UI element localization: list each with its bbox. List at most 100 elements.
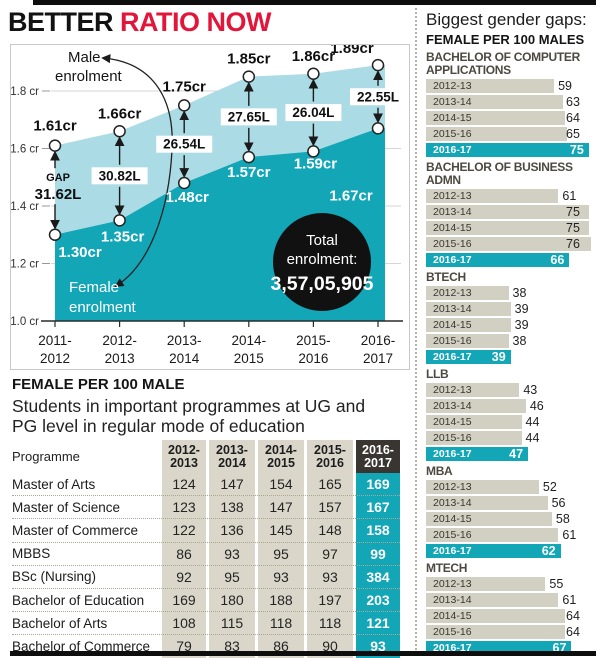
y-tick-label: 1.8 cr <box>11 86 39 98</box>
data-point-marker <box>307 67 320 80</box>
male-value-label: 1.89cr <box>330 45 374 57</box>
bar-year-label: 2014-15 <box>433 610 472 622</box>
programme-name: Bachelor of Education <box>12 592 145 608</box>
bar: 2013-14 <box>426 399 526 413</box>
data-point-marker <box>48 139 62 152</box>
programme-name: BSc (Nursing) <box>12 569 97 585</box>
column-header: Programme <box>12 449 80 464</box>
bar-value: 39 <box>514 302 529 316</box>
bar-value: 39 <box>514 318 529 332</box>
bar-value: 46 <box>529 399 544 413</box>
bar: 2014-15 <box>426 512 552 526</box>
bar-year-label: 2016-17 <box>433 351 472 363</box>
bar-value: 52 <box>542 480 557 494</box>
bar: 2014-15 <box>426 415 522 429</box>
bar-row: 2014-15 44 <box>426 415 596 429</box>
bar-year-label: 2012-13 <box>433 384 472 396</box>
y-tick-label: 1.0 cr <box>11 316 39 328</box>
data-point-marker <box>48 228 62 241</box>
bar-row: 2012-13 59 <box>426 79 596 93</box>
bar-year-label: 2013-14 <box>433 594 472 606</box>
bar-group-heading: LLB <box>426 367 449 381</box>
programme-name: Bachelor of Arts <box>12 615 108 631</box>
x-tick-label: 2015 <box>234 351 264 366</box>
female-value-label: 1.57cr <box>227 164 271 181</box>
x-tick-label: 2013- <box>167 333 202 348</box>
table-cell: 95 <box>273 545 289 562</box>
x-tick-label: 2013 <box>105 351 135 366</box>
bar-row: 2012-13 52 <box>426 480 596 494</box>
table-cell: 93 <box>322 568 338 585</box>
bar-group: BACHELOR OF BUSINESS ADMN 2012-13 61 2013-1… <box>426 161 596 267</box>
data-point-marker <box>113 125 126 138</box>
table-subtitle: Students in important programmes at UG a… <box>12 396 366 436</box>
table-cell: 108 <box>172 615 196 632</box>
bar: 2016-17 66 <box>426 253 570 267</box>
bar-row: 2016-17 47 <box>426 447 596 461</box>
column-header: 2015- 2016 <box>314 442 346 470</box>
table-cell: 97 <box>322 545 338 562</box>
gap-value: 27.65L <box>228 109 270 124</box>
bar-value: 61 <box>562 593 577 607</box>
gap-word: GAP <box>46 172 70 184</box>
gaps-title: Biggest gender gaps: <box>426 10 587 29</box>
bar: 2013-14 <box>426 593 559 607</box>
bar-row: 2016-17 75 <box>426 143 596 157</box>
bar-year-label: 2016-17 <box>433 254 472 266</box>
programme-name: Master of Arts <box>12 476 96 492</box>
male-value-label: 1.75cr <box>163 78 207 95</box>
enrolment-chart-panel: 1.8 cr 1.6 cr 1.4 cr 1.2 cr 1.0 cr GAP 31.62L 3… <box>10 44 410 370</box>
bar-year-label: 2016-17 <box>433 545 472 557</box>
column-band <box>209 440 255 658</box>
bar-year-label: 2014-15 <box>433 416 472 428</box>
bar-value: 56 <box>551 496 566 510</box>
table-cell: 123 <box>172 499 196 516</box>
table-cell: 147 <box>220 476 244 493</box>
bar: 2012-13 <box>426 79 555 93</box>
bar: 2014-15 <box>426 221 589 235</box>
table-row: Bachelor of Education 169 180 188 197 203 <box>12 589 400 613</box>
female-series-label: enrolment <box>69 299 137 316</box>
badge-line2: enrolment: <box>287 251 358 268</box>
bar-row: 2013-14 56 <box>426 496 596 510</box>
bar-row: 2015-16 76 <box>426 237 596 251</box>
bar-year-label: 2015-16 <box>433 432 472 444</box>
gap-arrows: GAP 31.62L 30.82L 26.54L 27.65L 26.04L 22.55L <box>35 70 406 230</box>
table-cell: 92 <box>176 568 192 585</box>
gap-value: 30.82L <box>99 168 141 183</box>
bar: 2012-13 <box>426 286 509 300</box>
bar-row: 2012-13 38 <box>426 286 596 300</box>
bar-year-label: 2012-13 <box>433 287 472 299</box>
bar-value: 44 <box>525 431 540 445</box>
gap-value: 26.54L <box>163 137 205 152</box>
table-cell: 118 <box>318 615 342 632</box>
bar: 2015-16 <box>426 237 591 251</box>
male-series-label: enrolment <box>55 68 123 85</box>
bar-year-label: 2012-13 <box>433 80 472 92</box>
bar-value: 62 <box>541 544 556 558</box>
programme-name: Bachelor of Commerce <box>12 638 151 654</box>
bar: 2012-13 <box>426 577 546 591</box>
x-axis: 2011- 2012 2012- 2013 2013- 2014 2014- 2015 2015… <box>38 320 403 366</box>
column-band <box>162 440 206 658</box>
column-header: 2013- 2014 <box>216 442 248 470</box>
table-cell: 138 <box>220 499 244 516</box>
female-per-100-male-table: Programme 2012- 2013 2013- 2014 2014- 2015 2… <box>12 440 400 658</box>
bar-year-label: 2012-13 <box>433 578 472 590</box>
table-cell: 180 <box>220 592 244 609</box>
bar-group-heading: BTECH <box>426 270 466 284</box>
bar: 2012-13 <box>426 480 539 494</box>
table-cell: 169 <box>366 476 390 493</box>
bar: 2016-17 62 <box>426 544 561 558</box>
bar-year-label: 2016-17 <box>433 144 472 156</box>
x-tick-label: 2014 <box>169 351 200 366</box>
bar-year-label: 2014-15 <box>433 319 472 331</box>
male-value-label: 1.66cr <box>98 105 142 122</box>
column-header: 2014- 2015 <box>265 442 297 470</box>
bar: 2015-16 <box>426 334 509 348</box>
bar: 2013-14 <box>426 302 511 316</box>
table-cell: 95 <box>224 568 240 585</box>
bar-row: 2012-13 61 <box>426 189 596 203</box>
data-points <box>48 58 385 241</box>
table-cell: 118 <box>269 615 293 632</box>
